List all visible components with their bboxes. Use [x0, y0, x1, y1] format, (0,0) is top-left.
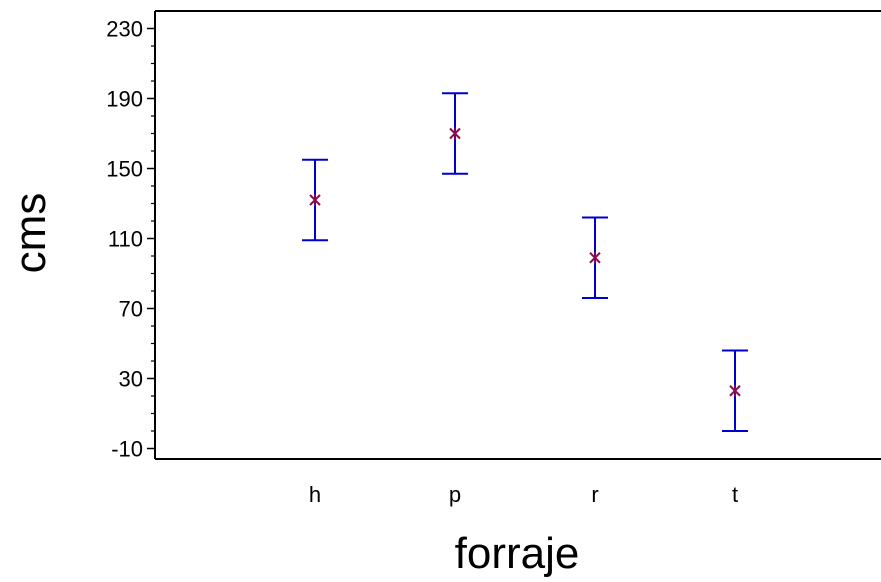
y-axis-title: cms: [6, 193, 55, 274]
x-axis-title: forraje: [455, 529, 580, 578]
interval-p: [442, 92, 468, 175]
y-tick-label: 30: [119, 367, 143, 392]
x-tick-label: p: [449, 482, 461, 507]
y-tick-label: 110: [108, 227, 143, 252]
y-tick-label: 70: [119, 297, 143, 322]
y-tick-label: 150: [106, 157, 143, 182]
interval-t: [722, 349, 748, 432]
x-tick-label: h: [309, 482, 321, 507]
interval-r: [582, 216, 608, 299]
interval-h: [302, 158, 328, 242]
interval-marks: [302, 92, 748, 432]
x-tick-label: t: [732, 482, 738, 507]
y-tick-label: -10: [111, 437, 143, 462]
mean-marker: [309, 194, 321, 206]
mean-marker: [449, 127, 461, 140]
mean-marker: [729, 384, 741, 397]
plot-axes: [154, 10, 881, 460]
y-axis-ticks: -10 30 70 110 150 190 230: [106, 17, 155, 462]
x-tick-label: r: [591, 482, 598, 507]
mean-marker: [589, 251, 601, 264]
y-tick-label: 190: [106, 87, 143, 112]
y-tick-label: 230: [106, 17, 143, 42]
